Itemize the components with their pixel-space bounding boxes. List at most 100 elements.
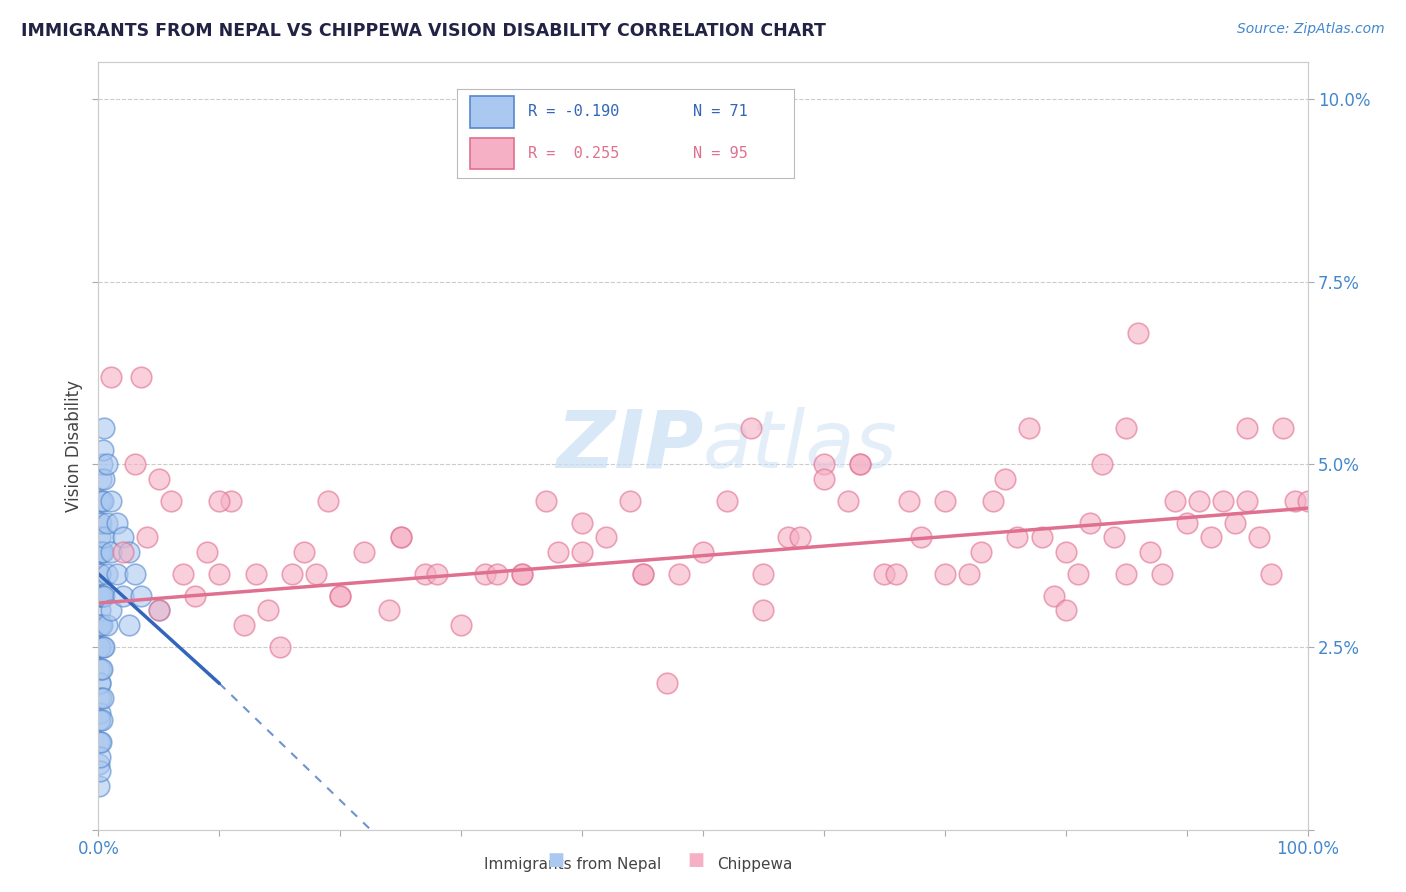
Point bbox=[1042, 589, 1064, 603]
Point bbox=[93, 472, 115, 486]
Point bbox=[1102, 530, 1125, 544]
Point bbox=[184, 589, 207, 603]
Point bbox=[89, 516, 111, 530]
Point bbox=[486, 566, 509, 581]
Point bbox=[934, 566, 956, 581]
Point bbox=[129, 589, 152, 603]
Point bbox=[619, 493, 641, 508]
Point bbox=[118, 618, 141, 632]
Bar bbox=[471, 138, 515, 169]
Point bbox=[91, 493, 114, 508]
Point bbox=[208, 566, 231, 581]
Point bbox=[93, 530, 115, 544]
Point bbox=[789, 530, 811, 544]
Point bbox=[160, 493, 183, 508]
Point bbox=[90, 545, 112, 559]
Point bbox=[93, 589, 115, 603]
Point bbox=[89, 545, 111, 559]
Point bbox=[96, 618, 118, 632]
Point bbox=[269, 640, 291, 654]
Point bbox=[118, 545, 141, 559]
Point bbox=[655, 676, 678, 690]
Point bbox=[1115, 566, 1137, 581]
Point bbox=[1007, 530, 1029, 544]
Point bbox=[105, 516, 128, 530]
Point bbox=[90, 516, 112, 530]
Text: R =  0.255: R = 0.255 bbox=[527, 146, 619, 161]
Point bbox=[87, 640, 110, 654]
Point bbox=[353, 545, 375, 559]
Point bbox=[897, 493, 920, 508]
Point bbox=[281, 566, 304, 581]
Point bbox=[135, 530, 157, 544]
Point bbox=[389, 530, 412, 544]
Point bbox=[413, 566, 436, 581]
Point bbox=[87, 691, 110, 706]
Text: atlas: atlas bbox=[703, 407, 898, 485]
Point bbox=[90, 691, 112, 706]
Point bbox=[1236, 493, 1258, 508]
Point bbox=[571, 545, 593, 559]
Point bbox=[329, 589, 352, 603]
Point bbox=[90, 662, 112, 676]
Text: Immigrants from Nepal: Immigrants from Nepal bbox=[484, 857, 661, 872]
Point bbox=[740, 421, 762, 435]
Point bbox=[305, 566, 328, 581]
Point bbox=[631, 566, 654, 581]
Point bbox=[837, 493, 859, 508]
Point bbox=[256, 603, 278, 617]
Point bbox=[716, 493, 738, 508]
Y-axis label: Vision Disability: Vision Disability bbox=[65, 380, 83, 512]
Point bbox=[245, 566, 267, 581]
Point bbox=[87, 735, 110, 749]
Point bbox=[329, 589, 352, 603]
Point bbox=[91, 589, 114, 603]
Point bbox=[195, 545, 218, 559]
Text: Source: ZipAtlas.com: Source: ZipAtlas.com bbox=[1237, 22, 1385, 37]
Point bbox=[1128, 326, 1150, 340]
Point bbox=[96, 457, 118, 471]
Point bbox=[994, 472, 1017, 486]
Point bbox=[316, 493, 339, 508]
Point bbox=[1054, 603, 1077, 617]
Point bbox=[100, 369, 122, 384]
Point bbox=[1260, 566, 1282, 581]
Point bbox=[668, 566, 690, 581]
Point bbox=[1236, 421, 1258, 435]
Point bbox=[692, 545, 714, 559]
Point bbox=[100, 493, 122, 508]
Text: ■: ■ bbox=[688, 851, 704, 869]
Point bbox=[1067, 566, 1090, 581]
Point bbox=[1031, 530, 1053, 544]
Point bbox=[1152, 566, 1174, 581]
Point bbox=[89, 618, 111, 632]
Point bbox=[96, 566, 118, 581]
Point bbox=[90, 472, 112, 486]
Point bbox=[89, 640, 111, 654]
Point bbox=[547, 545, 569, 559]
Point bbox=[91, 493, 114, 508]
Point bbox=[87, 545, 110, 559]
Point bbox=[87, 589, 110, 603]
Point bbox=[96, 516, 118, 530]
Text: ■: ■ bbox=[547, 851, 564, 869]
Point bbox=[91, 545, 114, 559]
Point bbox=[90, 589, 112, 603]
Point bbox=[1272, 421, 1295, 435]
Point bbox=[849, 457, 872, 471]
Point bbox=[91, 457, 114, 471]
Point bbox=[87, 779, 110, 793]
Point bbox=[849, 457, 872, 471]
Point bbox=[1091, 457, 1114, 471]
Point bbox=[89, 566, 111, 581]
Point bbox=[87, 618, 110, 632]
Point bbox=[87, 756, 110, 771]
Point bbox=[389, 530, 412, 544]
Text: ZIP: ZIP bbox=[555, 407, 703, 485]
Point bbox=[148, 472, 170, 486]
Point bbox=[1054, 545, 1077, 559]
Point bbox=[631, 566, 654, 581]
Point bbox=[93, 421, 115, 435]
Point bbox=[90, 735, 112, 749]
Point bbox=[813, 472, 835, 486]
